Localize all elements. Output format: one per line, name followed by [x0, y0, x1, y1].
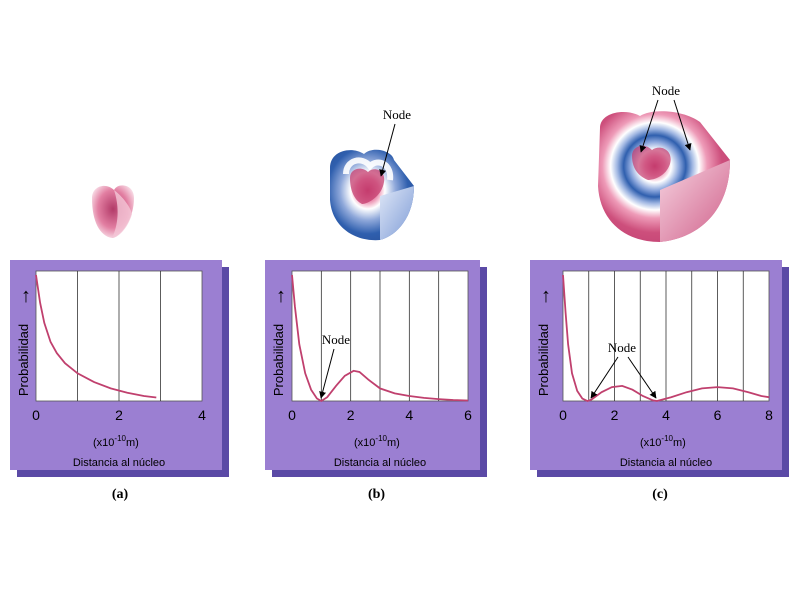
node-arrow	[673, 99, 692, 151]
x-axis-unit: (x10-10m)	[640, 434, 686, 449]
chart-panel-a: 0 2 4 Probabilidad ↑ (x10-10m) Distancia al nú…	[10, 260, 229, 502]
probability-curve	[35, 274, 157, 399]
x-tick-label: 4	[662, 407, 670, 423]
x-axis-unit: (x10-10m)	[354, 434, 400, 449]
x-tick-label: 0	[559, 407, 567, 423]
orbital-a	[92, 185, 134, 238]
x-tick-label: 0	[32, 407, 40, 423]
x-tick-label: 2	[115, 407, 123, 423]
x-axis-label: Distancia al núcleo	[334, 457, 426, 469]
orbital-b	[330, 149, 414, 241]
probability-curve	[562, 274, 770, 402]
x-axis-label: Distancia al núcleo	[73, 457, 165, 469]
probability-curve	[291, 274, 469, 403]
x-tick-label: 4	[198, 407, 206, 423]
x-tick-label: 2	[611, 407, 619, 423]
panel-caption: (b)	[368, 487, 385, 502]
y-axis-arrow: ↑	[276, 285, 286, 307]
node-arrow	[379, 123, 396, 177]
x-tick-label: 8	[765, 407, 773, 423]
x-tick-label: 4	[405, 407, 413, 423]
chart-panel-c: 0 2 4 6 8 Probabilidad ↑ (x10-10m) Distancia al …	[530, 260, 789, 502]
orbital-b-node: Node	[379, 107, 411, 177]
orbital-node-label: Node	[652, 83, 680, 98]
x-axis-label: Distancia al núcleo	[620, 457, 712, 469]
panel-caption: (c)	[652, 487, 668, 502]
x-tick-label: 2	[347, 407, 355, 423]
node-label: Node	[322, 332, 350, 347]
chart-panel-b: 0 2 4 6 Probabilidad ↑ (x10-10m) Distancia al n…	[265, 260, 487, 502]
orbital-c-node: Node	[639, 83, 692, 153]
y-axis-label: Probabilidad	[536, 324, 551, 396]
orbital-c	[598, 111, 730, 242]
node-arrow	[639, 99, 659, 153]
x-tick-label: 0	[288, 407, 296, 423]
y-axis-arrow: ↑	[541, 285, 551, 307]
x-tick-label: 6	[464, 407, 472, 423]
orbital-node-label: Node	[383, 107, 411, 122]
y-axis-label: Probabilidad	[16, 324, 31, 396]
node-arrow	[590, 356, 619, 399]
x-tick-label: 6	[714, 407, 722, 423]
x-axis-unit: (x10-10m)	[93, 434, 139, 449]
node-label: Node	[608, 340, 636, 355]
y-axis-arrow: ↑	[21, 285, 31, 307]
node-arrow	[319, 348, 335, 399]
node-arrow	[627, 356, 657, 399]
panel-caption: (a)	[112, 487, 129, 502]
y-axis-label: Probabilidad	[271, 324, 286, 396]
